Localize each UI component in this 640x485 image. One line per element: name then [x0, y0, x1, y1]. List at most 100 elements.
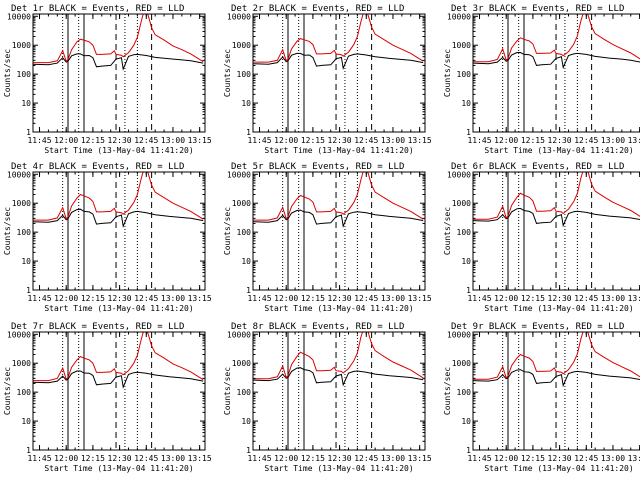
series-line-events: [253, 52, 424, 70]
series-group: [253, 172, 424, 228]
y-tick-label: 1: [246, 286, 251, 295]
y-tick-label: 10000: [7, 330, 31, 339]
panel-title: Det 8r BLACK = Events, RED = LLD: [231, 322, 404, 332]
panel-title: Det 6r BLACK = Events, RED = LLD: [451, 162, 624, 172]
y-tick-label: 10000: [227, 170, 251, 179]
y-tick-label: 1000: [452, 199, 471, 208]
series-line-events: [33, 208, 204, 228]
series-line-events: [473, 52, 640, 70]
axes-frame: [32, 13, 206, 133]
x-tick-label: 12:15: [301, 294, 325, 303]
y-tick-label: 10000: [227, 330, 251, 339]
x-tick-label: 12:15: [301, 454, 325, 463]
series-line-lld: [253, 332, 424, 380]
marker-lines: [62, 14, 153, 132]
x-tick-label: 12:00: [494, 454, 518, 463]
y-tick-label: 1000: [232, 199, 251, 208]
x-tick-label: 12:00: [54, 294, 78, 303]
marker-lines: [282, 172, 373, 290]
y-axis-label: Counts/sec: [223, 49, 232, 97]
y-tick-label: 1000: [452, 41, 471, 50]
x-tick-label: 12:15: [521, 136, 545, 145]
axes-frame: [32, 331, 206, 451]
x-axis-label: Start Time (13-May-04 11:41:20): [264, 146, 413, 155]
series-group: [253, 332, 424, 387]
marker-lines: [62, 332, 153, 450]
panel-det-5: 1 10 100 1000 10000 11:45 12:00 12:15 12:30 12:45…: [223, 162, 432, 313]
x-tick-label: 12:45: [574, 454, 598, 463]
x-axis-label: Start Time (13-May-04 11:41:20): [264, 464, 413, 473]
y-tick-label: 1000: [452, 359, 471, 368]
series-line-lld: [33, 14, 204, 64]
y-axis-label: Counts/sec: [3, 207, 12, 255]
marker-lines: [502, 172, 593, 290]
y-tick-label: 1: [246, 128, 251, 137]
y-tick-label: 10: [21, 417, 31, 426]
x-tick-label: 12:30: [328, 454, 352, 463]
x-axis-label: Start Time (13-May-04 11:41:20): [44, 464, 193, 473]
series-group: [33, 14, 204, 71]
series-line-lld: [33, 332, 204, 382]
series-line-events: [33, 53, 204, 71]
y-tick-label: 1000: [12, 199, 31, 208]
y-tick-label: 10: [461, 257, 471, 266]
x-tick-label: 13:00: [381, 136, 405, 145]
x-tick-label: 12:15: [81, 136, 105, 145]
x-tick-label: 12:30: [108, 136, 132, 145]
panel-det-9: 1 10 100 1000 10000 11:45 12:00 12:15 12:30 12:45…: [443, 322, 640, 473]
series-line-lld: [33, 172, 204, 221]
series-line-events: [253, 367, 424, 387]
panel-title: Det 2r BLACK = Events, RED = LLD: [231, 4, 404, 14]
x-tick-label: 11:45: [27, 136, 51, 145]
x-tick-label: 12:00: [494, 294, 518, 303]
series-line-events: [473, 369, 640, 388]
y-tick-label: 100: [457, 70, 472, 79]
y-tick-label: 1000: [12, 41, 31, 50]
y-axis-label: Counts/sec: [443, 367, 452, 415]
x-tick-label: 13:15: [408, 136, 432, 145]
y-tick-label: 10: [241, 257, 251, 266]
x-tick-label: 13:00: [161, 136, 185, 145]
y-axis-label: Counts/sec: [223, 367, 232, 415]
x-tick-label: 13:15: [408, 454, 432, 463]
x-tick-label: 12:45: [574, 294, 598, 303]
x-tick-label: 12:15: [81, 454, 105, 463]
panel-title: Det 5r BLACK = Events, RED = LLD: [231, 162, 404, 172]
x-tick-label: 12:45: [354, 294, 378, 303]
x-tick-label: 12:45: [134, 136, 158, 145]
x-tick-label: 11:45: [467, 294, 491, 303]
y-tick-label: 1: [466, 128, 471, 137]
series-line-events: [473, 207, 640, 228]
x-tick-label: 11:45: [467, 136, 491, 145]
series-line-lld: [253, 172, 424, 221]
x-tick-label: 13:00: [381, 454, 405, 463]
y-axis-label: Counts/sec: [443, 207, 452, 255]
panel-title: Det 7r BLACK = Events, RED = LLD: [11, 322, 184, 332]
panel-title: Det 3r BLACK = Events, RED = LLD: [451, 4, 624, 14]
x-tick-label: 12:45: [134, 454, 158, 463]
y-tick-label: 10: [21, 99, 31, 108]
x-tick-label: 13:00: [601, 454, 625, 463]
x-tick-label: 13:15: [408, 294, 432, 303]
panel-det-3: 1 10 100 1000 10000 11:45 12:00 12:15 12:30 12:45…: [443, 4, 640, 155]
y-tick-label: 10: [21, 257, 31, 266]
y-tick-label: 100: [237, 388, 252, 397]
x-tick-label: 13:15: [628, 454, 640, 463]
y-tick-label: 10000: [447, 330, 471, 339]
x-tick-label: 12:15: [521, 294, 545, 303]
y-tick-label: 1000: [232, 41, 251, 50]
x-tick-label: 11:45: [247, 454, 271, 463]
series-line-lld: [473, 172, 640, 220]
y-axis-label: Counts/sec: [3, 367, 12, 415]
y-tick-label: 10: [241, 99, 251, 108]
x-tick-label: 12:00: [54, 136, 78, 145]
x-tick-label: 11:45: [247, 294, 271, 303]
x-tick-label: 13:00: [601, 294, 625, 303]
y-tick-label: 100: [17, 228, 32, 237]
x-tick-label: 13:15: [628, 294, 640, 303]
marker-lines: [502, 332, 593, 450]
x-tick-label: 12:30: [328, 294, 352, 303]
y-tick-label: 100: [457, 388, 472, 397]
y-tick-label: 1: [466, 446, 471, 455]
